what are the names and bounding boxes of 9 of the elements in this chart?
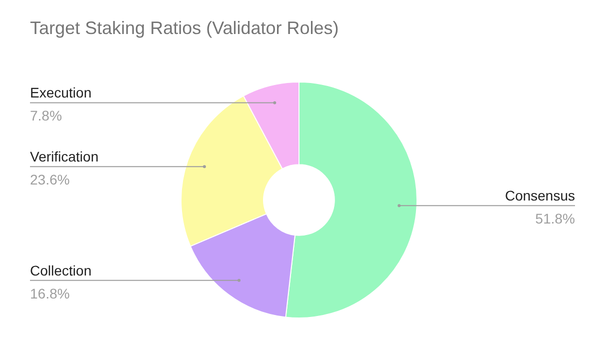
data-label: 51.8%: [535, 210, 575, 227]
slice-label: Consensus: [504, 188, 575, 204]
slice-label: Execution: [30, 84, 92, 101]
data-label: 7.8%: [30, 108, 62, 124]
data-label: 23.6%: [30, 172, 70, 188]
chart-title: Target Staking Ratios (Validator Roles): [30, 18, 339, 38]
slice-label: Collection: [30, 262, 92, 278]
data-label: 16.8%: [30, 285, 70, 302]
slice-label: Verification: [30, 148, 98, 165]
